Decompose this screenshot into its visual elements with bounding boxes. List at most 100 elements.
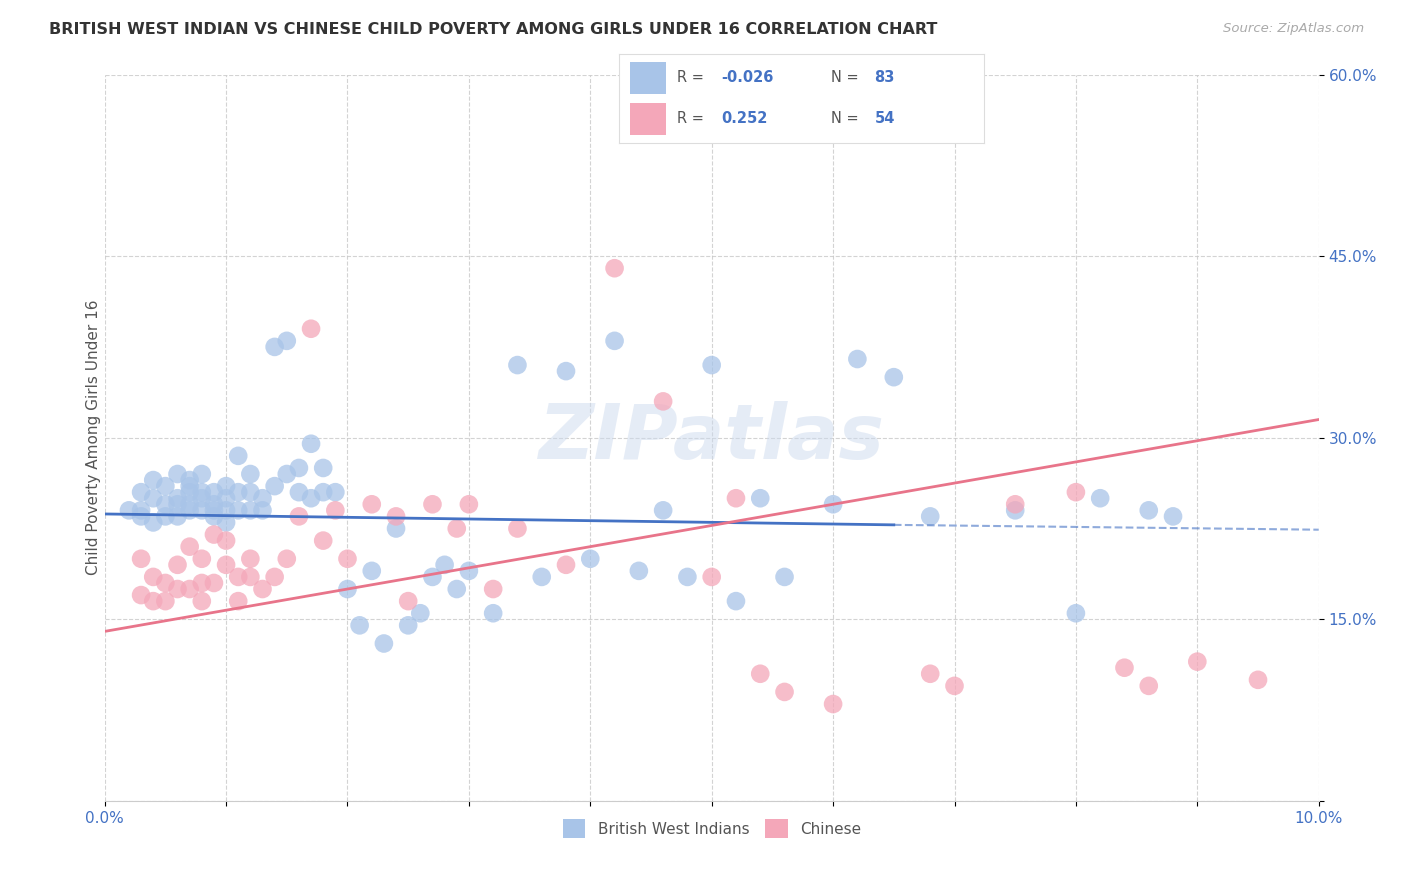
Point — [179, 497, 201, 511]
Text: N =: N = — [831, 112, 863, 126]
Point — [823, 697, 845, 711]
Point — [155, 576, 177, 591]
Point — [385, 521, 408, 535]
Point — [239, 503, 262, 517]
Point — [239, 485, 262, 500]
Point — [239, 467, 262, 481]
Point — [166, 497, 188, 511]
Point — [1064, 485, 1087, 500]
Point — [422, 497, 444, 511]
Point — [724, 594, 747, 608]
Point — [215, 516, 238, 530]
Point — [700, 570, 723, 584]
FancyBboxPatch shape — [630, 103, 666, 135]
Point — [202, 503, 225, 517]
Point — [1247, 673, 1270, 687]
Point — [118, 503, 141, 517]
Point — [312, 533, 335, 548]
Point — [263, 570, 285, 584]
Point — [288, 485, 311, 500]
Point — [226, 503, 249, 517]
Text: R =: R = — [678, 112, 713, 126]
Point — [215, 533, 238, 548]
Point — [179, 473, 201, 487]
Point — [299, 322, 322, 336]
Point — [191, 503, 214, 517]
Point — [700, 358, 723, 372]
Point — [530, 570, 553, 584]
Point — [191, 491, 214, 506]
Point — [129, 551, 152, 566]
Point — [385, 509, 408, 524]
Point — [457, 564, 479, 578]
Text: 54: 54 — [875, 112, 894, 126]
Point — [155, 497, 177, 511]
Point — [627, 564, 650, 578]
Point — [252, 491, 274, 506]
Point — [215, 503, 238, 517]
Point — [1114, 661, 1136, 675]
Point — [312, 461, 335, 475]
Point — [773, 685, 796, 699]
Point — [288, 509, 311, 524]
Point — [299, 491, 322, 506]
Point — [883, 370, 905, 384]
Point — [506, 358, 529, 372]
Point — [263, 340, 285, 354]
Point — [202, 497, 225, 511]
Point — [202, 509, 225, 524]
Point — [1137, 503, 1160, 517]
Point — [457, 497, 479, 511]
Point — [155, 479, 177, 493]
Legend: British West Indians, Chinese: British West Indians, Chinese — [557, 814, 868, 844]
Point — [142, 491, 165, 506]
Point — [506, 521, 529, 535]
Point — [823, 497, 845, 511]
Point — [373, 636, 395, 650]
Point — [129, 485, 152, 500]
Point — [215, 479, 238, 493]
Point — [166, 467, 188, 481]
Point — [191, 485, 214, 500]
Point — [446, 582, 468, 596]
Point — [155, 509, 177, 524]
Point — [226, 594, 249, 608]
Text: Source: ZipAtlas.com: Source: ZipAtlas.com — [1223, 22, 1364, 36]
Point — [1004, 503, 1026, 517]
Text: BRITISH WEST INDIAN VS CHINESE CHILD POVERTY AMONG GIRLS UNDER 16 CORRELATION CH: BRITISH WEST INDIAN VS CHINESE CHILD POV… — [49, 22, 938, 37]
Text: N =: N = — [831, 70, 863, 85]
Point — [202, 576, 225, 591]
Point — [288, 461, 311, 475]
Point — [396, 618, 419, 632]
Point — [166, 491, 188, 506]
Point — [724, 491, 747, 506]
Text: 0.252: 0.252 — [721, 112, 768, 126]
Text: 83: 83 — [875, 70, 894, 85]
Point — [252, 582, 274, 596]
Point — [155, 594, 177, 608]
Point — [555, 558, 578, 572]
Point — [129, 503, 152, 517]
Point — [215, 558, 238, 572]
Point — [360, 564, 382, 578]
Point — [166, 582, 188, 596]
Text: R =: R = — [678, 70, 709, 85]
Point — [179, 540, 201, 554]
Point — [129, 509, 152, 524]
Point — [349, 618, 371, 632]
Point — [920, 509, 942, 524]
Point — [239, 570, 262, 584]
Text: ZIPatlas: ZIPatlas — [538, 401, 884, 475]
Point — [749, 491, 772, 506]
Point — [1004, 497, 1026, 511]
Point — [652, 503, 675, 517]
Point — [1187, 655, 1209, 669]
Point — [652, 394, 675, 409]
Point — [142, 594, 165, 608]
Point — [202, 485, 225, 500]
Point — [191, 576, 214, 591]
Point — [325, 503, 347, 517]
Point — [239, 551, 262, 566]
Point — [555, 364, 578, 378]
Point — [226, 485, 249, 500]
